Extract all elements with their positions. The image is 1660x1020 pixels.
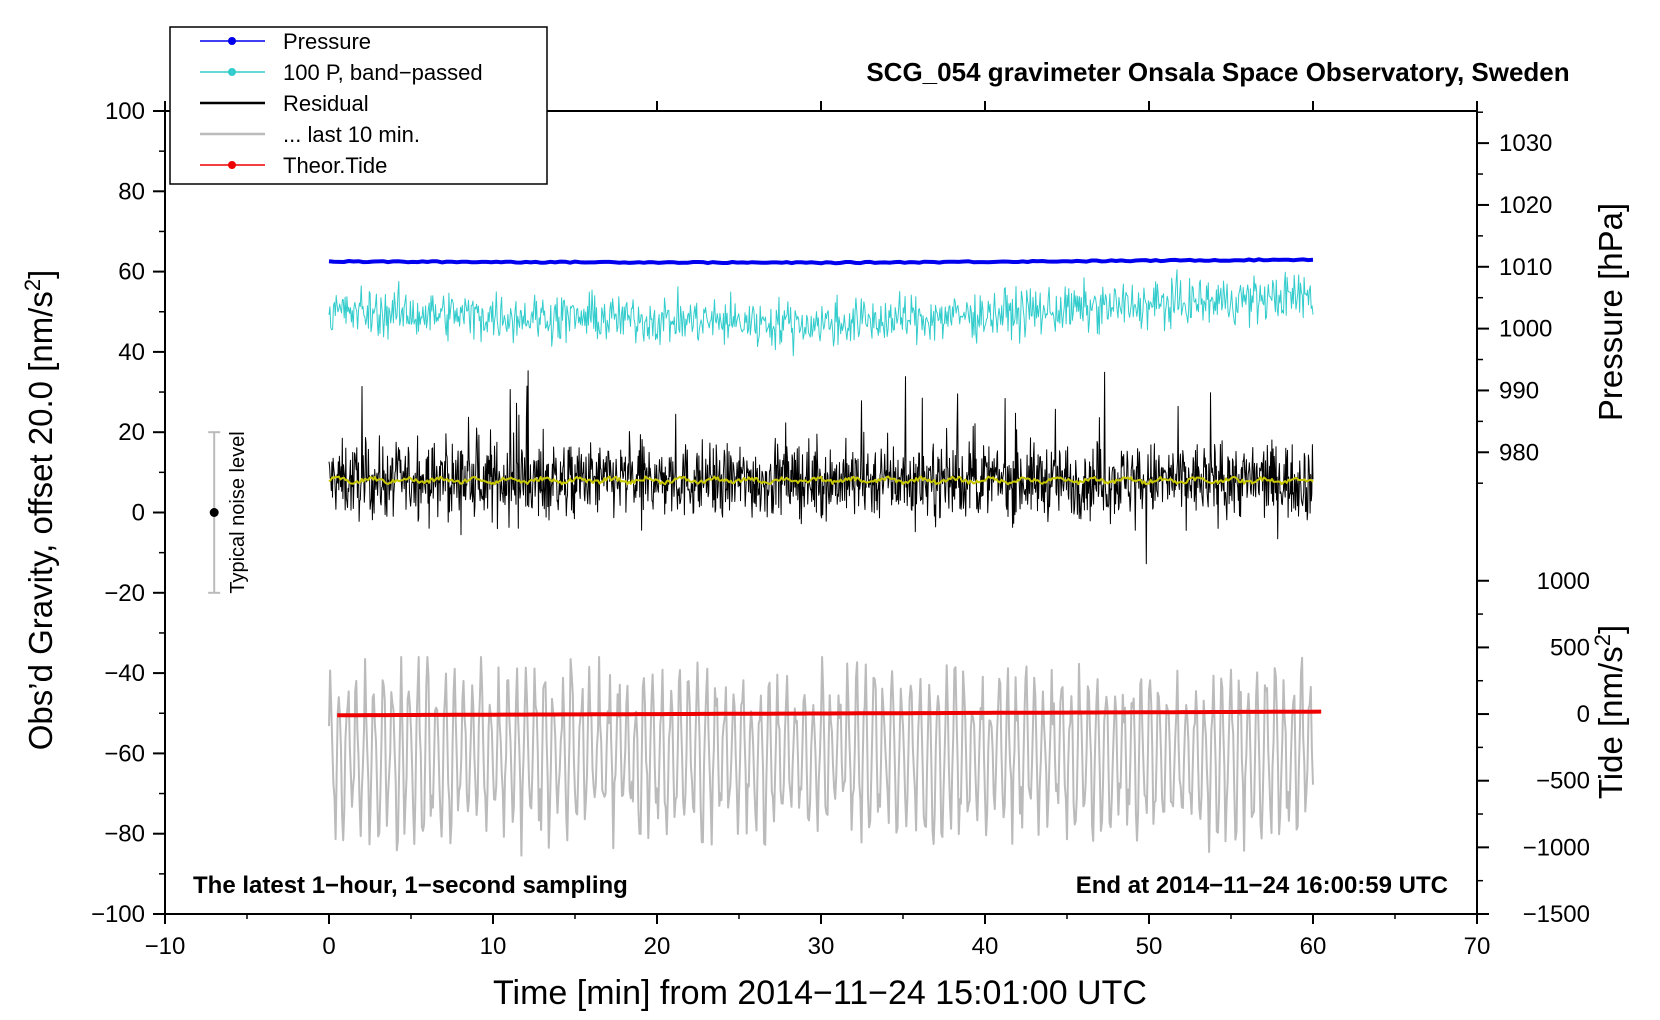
series-pressure [328, 257, 1314, 266]
y-tick-label: 80 [118, 178, 145, 205]
tide-tick-label: 0 [1577, 701, 1590, 728]
y-tick-label: 20 [118, 419, 145, 446]
pressure-tick-label: 990 [1499, 377, 1539, 404]
y-tick-label: −60 [104, 740, 145, 767]
axes-layer: −10 0 10 20 30 40 50 60 70−100−80−60−40−20020406… [91, 98, 1590, 960]
y-axis-label: Obs’d Gravity, offset 20.0 [nm/s2] [20, 270, 59, 751]
legend-box [169, 26, 548, 185]
x-tick-label: 30 [808, 933, 835, 960]
series-pressure-bandpassed [328, 269, 1314, 357]
noise-center-dot [209, 508, 219, 517]
pressure-tick-label: 980 [1499, 439, 1539, 466]
y-tick-label: −80 [104, 821, 145, 848]
y-tick-label: −40 [104, 660, 145, 687]
series-layer [328, 257, 1322, 857]
y-tick-label: 100 [105, 98, 145, 125]
legend-label: Theor.Tide [283, 153, 387, 178]
y-tick-label: 60 [118, 259, 145, 286]
x-tick-label: −10 [145, 933, 186, 960]
tide-tick-label: 1000 [1537, 568, 1590, 595]
noise-level-label: Typical noise level [227, 431, 249, 593]
series-residual [328, 370, 1314, 565]
y-tick-label: 0 [132, 500, 145, 527]
series-residual-mean [328, 475, 1314, 486]
pressure-tick-label: 1030 [1499, 130, 1552, 157]
legend-marker [228, 161, 236, 169]
legend-label: ... last 10 min. [283, 122, 420, 147]
chart-title: SCG_054 gravimeter Onsala Space Observat… [866, 57, 1569, 87]
x-tick-label: 10 [480, 933, 507, 960]
noise-level-indicator: Typical noise level [208, 431, 249, 594]
y-tick-label: −20 [104, 580, 145, 607]
tide-axis-label: Tide [nm/s2] [1590, 625, 1629, 799]
tide-tick-label: −500 [1536, 768, 1590, 795]
x-tick-label: 60 [1300, 933, 1327, 960]
tide-tick-label: −1000 [1523, 834, 1590, 861]
legend-marker [228, 68, 236, 76]
pressure-axis-label: Pressure [hPa] [1592, 203, 1629, 421]
legend-label: 100 P, band−passed [283, 60, 483, 85]
x-tick-label: 70 [1464, 933, 1491, 960]
pressure-tick-label: 1010 [1499, 254, 1552, 281]
x-tick-label: 50 [1136, 933, 1163, 960]
series-theoretical-tide [337, 709, 1322, 718]
legend: Pressure 100 P, band−passed Residual ... la… [169, 26, 548, 185]
legend-marker [228, 37, 236, 45]
series-last-10-min [328, 656, 1314, 857]
annotation-sampling: The latest 1−hour, 1−second sampling [193, 872, 628, 899]
pressure-tick-label: 1020 [1499, 192, 1552, 219]
y-tick-label: −100 [91, 901, 145, 928]
x-tick-label: 20 [644, 933, 671, 960]
legend-label: Residual [283, 91, 369, 116]
tide-tick-label: 500 [1550, 634, 1590, 661]
legend-label: Pressure [283, 29, 371, 54]
y-tick-label: 40 [118, 339, 145, 366]
tide-tick-label: −1500 [1523, 901, 1590, 928]
annotation-end-time: End at 2014−11−24 16:00:59 UTC [1076, 872, 1448, 899]
x-tick-label: 0 [322, 933, 335, 960]
x-tick-label: 40 [972, 933, 999, 960]
pressure-tick-label: 1000 [1499, 316, 1552, 343]
x-axis-label: Time [min] from 2014−11−24 15:01:00 UTC [493, 974, 1147, 1012]
